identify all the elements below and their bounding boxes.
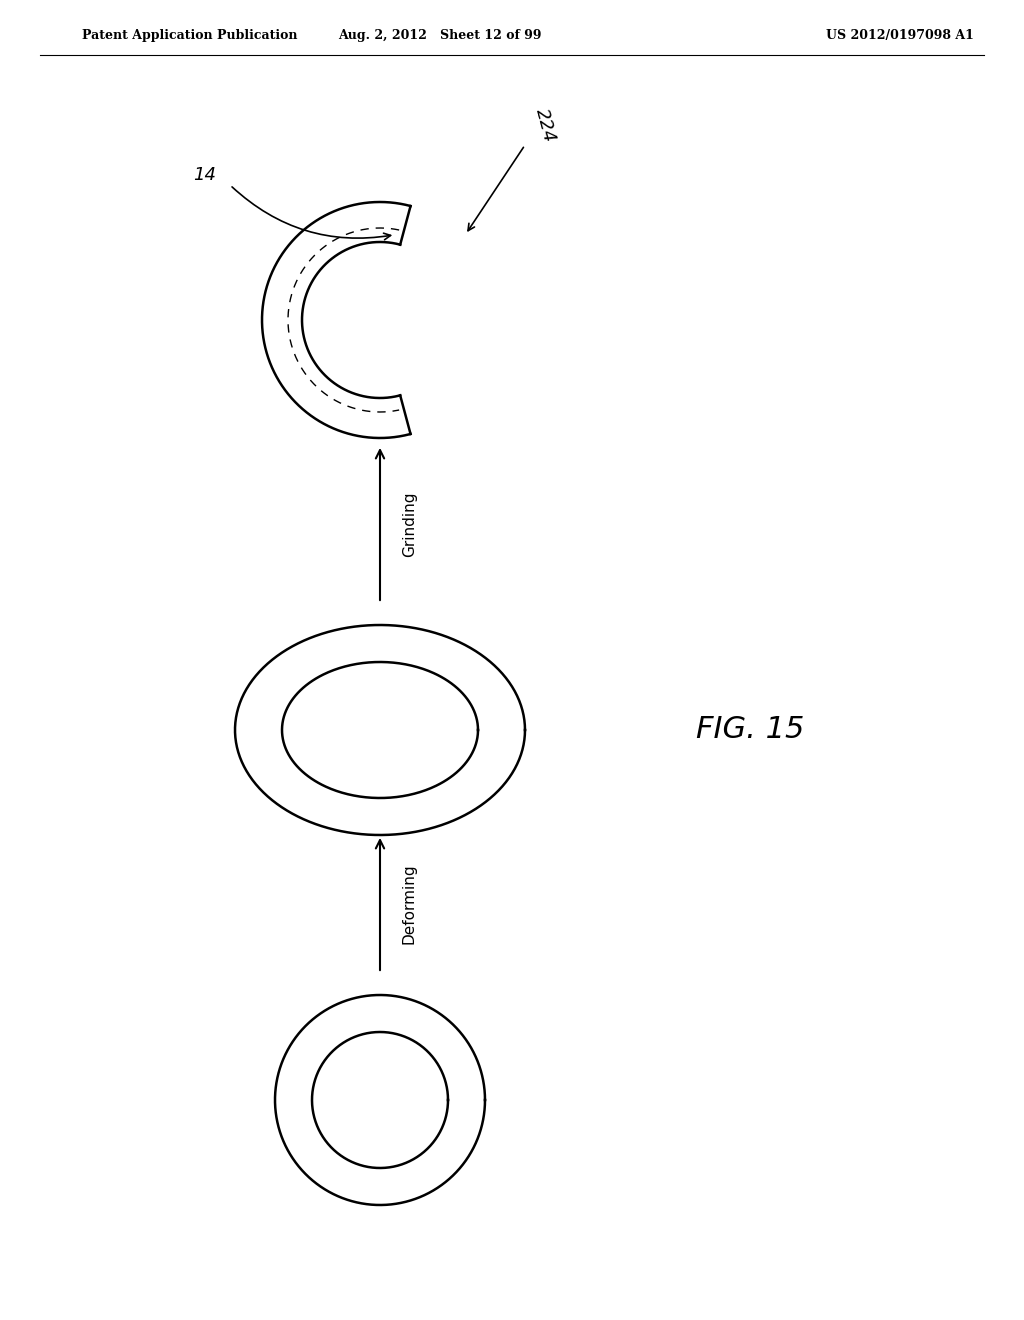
Text: Aug. 2, 2012   Sheet 12 of 99: Aug. 2, 2012 Sheet 12 of 99 xyxy=(338,29,542,41)
Text: Patent Application Publication: Patent Application Publication xyxy=(82,29,298,41)
Text: Deforming: Deforming xyxy=(402,863,417,944)
Text: 224: 224 xyxy=(531,106,558,144)
Text: Grinding: Grinding xyxy=(402,491,417,557)
Text: 14: 14 xyxy=(194,166,216,183)
Text: US 2012/0197098 A1: US 2012/0197098 A1 xyxy=(826,29,974,41)
Text: FIG. 15: FIG. 15 xyxy=(696,715,804,744)
